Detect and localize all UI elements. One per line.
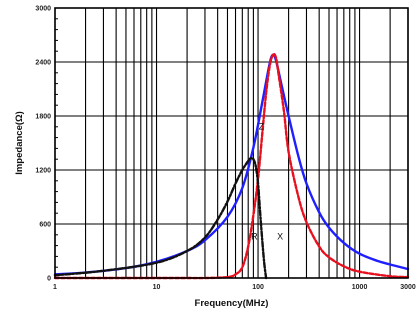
x-axis-title: Frequency(MHz) xyxy=(195,298,269,309)
plot-frame xyxy=(54,7,409,279)
series-labels: Z R X xyxy=(251,122,283,242)
y-axis-title: Impedance(Ω) xyxy=(14,111,25,175)
y-tick-label: 0 xyxy=(47,276,51,283)
y-tick-label: 2400 xyxy=(35,60,51,67)
series-label-z: Z xyxy=(259,122,265,132)
x-tick-label: 3000 xyxy=(400,284,416,291)
x-tick-label: 1 xyxy=(53,284,57,291)
x-tick-label: 1000 xyxy=(352,284,368,291)
series-line-x xyxy=(53,156,268,280)
y-tick-label: 3000 xyxy=(35,6,51,13)
x-tick-label: 10 xyxy=(153,284,161,291)
ticks xyxy=(55,7,61,279)
series-label-r: R xyxy=(251,231,258,241)
y-tick-label: 1800 xyxy=(35,114,51,121)
y-tick-label: 1200 xyxy=(35,168,51,175)
grid xyxy=(54,7,409,279)
tick-labels: 0 600 1200 1800 2400 3000 1 10 100 1000 3000 xyxy=(35,6,415,292)
y-tick-label: 600 xyxy=(39,222,51,229)
series-label-x: X xyxy=(277,231,283,241)
x-tick-label: 100 xyxy=(252,284,264,291)
